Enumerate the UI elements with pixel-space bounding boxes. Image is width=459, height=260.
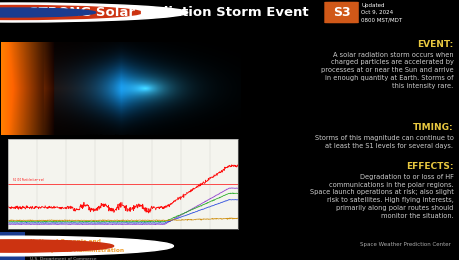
Text: EVENT:: EVENT: — [416, 40, 453, 49]
Text: Updated: Updated — [360, 3, 384, 8]
Bar — [0, 232, 25, 260]
Title: GOES Proton Flux (5-minute data): GOES Proton Flux (5-minute data) — [86, 134, 160, 138]
Text: EFFECTS:: EFFECTS: — [405, 162, 453, 171]
Text: TIMING:: TIMING: — [412, 123, 453, 132]
Text: Degradation to or loss of HF
communications in the polar regions.
Space launch o: Degradation to or loss of HF communicati… — [309, 174, 453, 219]
Text: Oct 9, 2024: Oct 9, 2024 — [360, 10, 392, 15]
Text: 0800 MST/MDT: 0800 MST/MDT — [360, 17, 401, 23]
Circle shape — [0, 3, 187, 22]
Text: Storms of this magnitude can continue to
at least the S1 levels for several days: Storms of this magnitude can continue to… — [314, 135, 453, 149]
FancyBboxPatch shape — [324, 2, 358, 23]
Circle shape — [0, 5, 141, 19]
Text: S3: S3 — [332, 5, 350, 18]
Text: National Oceanic and: National Oceanic and — [30, 239, 101, 244]
Text: S1 (10 Particles/cm²·s·sr): S1 (10 Particles/cm²·s·sr) — [13, 178, 44, 182]
Text: STRONG Solar Radiation Storm Event: STRONG Solar Radiation Storm Event — [28, 5, 308, 18]
Text: WHAT: A Notable Solar Energetic Particle Event is in Progress: WHAT: A Notable Solar Energetic Particle… — [79, 27, 380, 36]
Text: A solar radiation storm occurs when
charged particles are accelerated by
process: A solar radiation storm occurs when char… — [320, 51, 453, 89]
Text: U.S. Department of Commerce: U.S. Department of Commerce — [30, 257, 96, 260]
Text: Atmospheric Administration: Atmospheric Administration — [30, 248, 124, 253]
Circle shape — [0, 8, 95, 17]
Text: Space Weather Prediction Center: Space Weather Prediction Center — [359, 242, 450, 247]
Circle shape — [0, 236, 173, 256]
Circle shape — [0, 240, 113, 252]
